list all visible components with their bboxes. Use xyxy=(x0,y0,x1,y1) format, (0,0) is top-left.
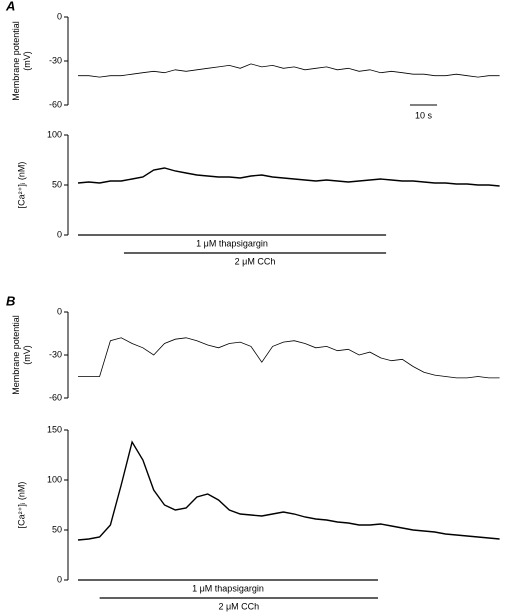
y-tick-label: -30 xyxy=(49,55,62,65)
stimulus-label: 2 μM CCh xyxy=(235,256,276,266)
y-tick-label: 0 xyxy=(57,306,62,316)
stimulus-label: 1 μM thapsigargin xyxy=(196,238,268,248)
y-axis-label: Membrane potential xyxy=(11,21,21,101)
y-tick-label: 100 xyxy=(47,129,62,139)
y-tick-label: 50 xyxy=(52,524,62,534)
panel-label: B xyxy=(6,293,15,308)
y-tick-label: 0 xyxy=(57,574,62,584)
y-tick-label: 0 xyxy=(57,11,62,21)
y-tick-label: 50 xyxy=(52,179,62,189)
y-axis-label: Membrane potential xyxy=(11,315,21,395)
y-tick-label: -60 xyxy=(49,99,62,109)
trace xyxy=(77,440,500,541)
y-tick-label: 100 xyxy=(47,474,62,484)
trace xyxy=(77,167,500,187)
y-axis-label: (mV) xyxy=(22,51,32,71)
scale-bar-label: 10 s xyxy=(415,110,433,120)
panel-label: A xyxy=(5,0,15,13)
y-axis-label: [Ca²⁺]ᵢ (nM) xyxy=(16,482,26,529)
trace xyxy=(78,63,500,78)
y-tick-label: -60 xyxy=(49,392,62,402)
y-tick-label: 150 xyxy=(47,424,62,434)
y-axis-label: [Ca²⁺]ᵢ (nM) xyxy=(16,162,26,209)
y-axis-label: (mV) xyxy=(22,345,32,365)
trace xyxy=(78,337,500,379)
y-tick-label: -30 xyxy=(49,349,62,359)
stimulus-label: 1 μM thapsigargin xyxy=(192,583,264,593)
y-tick-label: 0 xyxy=(57,229,62,239)
stimulus-label: 2 μM CCh xyxy=(218,601,259,611)
